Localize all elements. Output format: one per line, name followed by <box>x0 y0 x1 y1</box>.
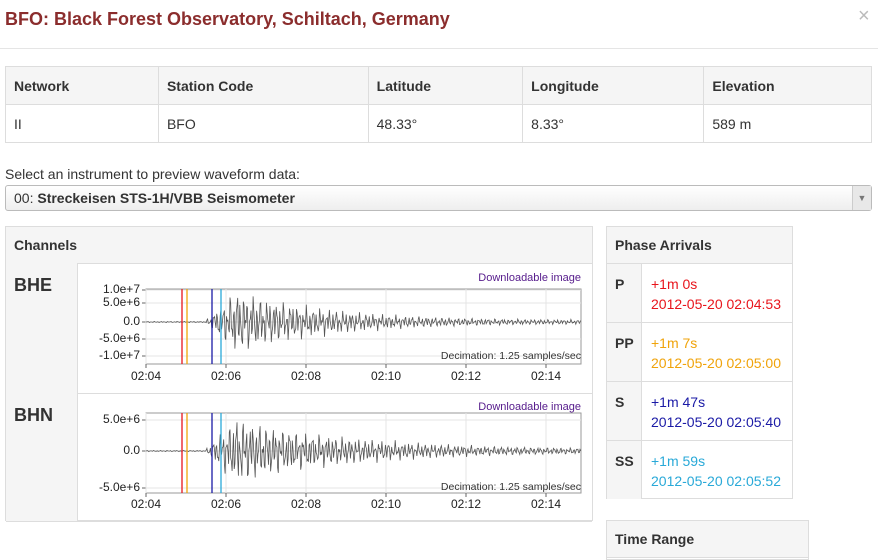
instrument-code: 00: <box>14 190 34 206</box>
x-tick-label: 02:14 <box>531 369 561 383</box>
panel-title: Time Range <box>607 521 808 558</box>
x-tick-label: 02:04 <box>131 369 161 383</box>
channel-row: BHN 5.0e+6 0.0 -5.0e+6 02:04 02:06 02:08 02:10 0… <box>6 393 592 522</box>
phase-row: S +1m 47s 2012-05-20 02:05:40 <box>607 381 792 440</box>
table-cell: 589 m <box>703 104 872 143</box>
instrument-select[interactable]: 00: Streckeisen STS-1H/VBB Seismometer ▼ <box>5 185 872 211</box>
x-tick-label: 02:12 <box>451 497 481 511</box>
table-cell: II <box>5 104 159 143</box>
y-tick-label: 5.0e+6 <box>103 412 140 426</box>
phase-times: +1m 7s 2012-05-20 02:05:00 <box>651 333 781 373</box>
x-tick-label: 02:08 <box>291 369 321 383</box>
table-body: II BFO 48.33° 8.33° 589 m <box>5 104 872 143</box>
column-header: Station Code <box>157 66 369 105</box>
phase-offset: +1m 7s <box>651 335 698 351</box>
decimation-note: Decimation: 1.25 samples/sec <box>441 481 581 493</box>
x-tick-label: 02:14 <box>531 497 561 511</box>
phase-arrivals-panel: Phase Arrivals P +1m 0s 2012-05-20 02:04:5… <box>606 226 793 499</box>
table-cell: 48.33° <box>367 104 524 143</box>
x-tick-label: 02:10 <box>371 369 401 383</box>
x-tick-label: 02:06 <box>211 497 241 511</box>
x-tick-label: 02:06 <box>211 369 241 383</box>
phase-time: 2012-05-20 02:04:53 <box>651 296 781 312</box>
y-tick-label: 1.0e+7 <box>103 282 140 296</box>
y-tick-label: -1.0e+7 <box>99 348 140 362</box>
phase-times: +1m 59s 2012-05-20 02:05:52 <box>651 451 781 491</box>
instrument-name: Streckeisen STS-1H/VBB Seismometer <box>37 190 295 206</box>
download-link[interactable]: Downloadable image <box>478 401 581 413</box>
panel-title: Phase Arrivals <box>607 227 792 264</box>
channel-row: BHE 1.0e+7 5.0e+6 0.0 -5.0e+6 -1.0e+7 02:04 02:… <box>6 263 592 394</box>
decimation-note: Decimation: 1.25 samples/sec <box>441 350 581 362</box>
phase-name: P <box>607 264 642 322</box>
y-tick-label: 0.0 <box>123 314 140 328</box>
channels-panel: Channels BHE 1.0e+7 5.0e+6 0.0 -5.0e+6 -1.0e+… <box>5 226 593 522</box>
x-tick-label: 02:08 <box>291 497 321 511</box>
download-link[interactable]: Downloadable image <box>478 272 581 284</box>
channel-name: BHN <box>6 393 78 521</box>
phase-row: PP +1m 7s 2012-05-20 02:05:00 <box>607 322 792 381</box>
phase-offset: +1m 47s <box>651 394 706 410</box>
table-row: II BFO 48.33° 8.33° 589 m <box>5 104 872 143</box>
y-tick-label: 0.0 <box>123 443 140 457</box>
phase-name: S <box>607 382 642 440</box>
table-cell: BFO <box>157 104 369 143</box>
table-cell: 8.33° <box>522 104 705 143</box>
separator <box>0 48 878 49</box>
waveform <box>146 422 582 478</box>
x-tick-label: 02:12 <box>451 369 481 383</box>
station-table: Network Station Code Latitude Longitude Elev… <box>5 66 872 143</box>
phase-offset: +1m 0s <box>651 276 698 292</box>
y-tick-label: 5.0e+6 <box>103 295 140 309</box>
waveform-plot: 1.0e+75.0e+6 0.0 -5.0e+6 -1.0e+7 02:04 02:06 0… <box>99 272 582 383</box>
waveform-plot: 5.0e+6 0.0 -5.0e+6 02:04 02:06 02:08 02:10 02:1… <box>99 401 582 511</box>
column-header: Network <box>5 66 159 105</box>
select-arrow: ▼ <box>852 186 871 210</box>
phase-times: +1m 0s 2012-05-20 02:04:53 <box>651 274 781 314</box>
channel-name: BHE <box>6 263 78 393</box>
close-button[interactable]: × <box>858 5 870 27</box>
column-header: Elevation <box>703 66 872 105</box>
y-tick-label: -5.0e+6 <box>99 480 140 494</box>
phase-time: 2012-05-20 02:05:40 <box>651 414 781 430</box>
phase-time: 2012-05-20 02:05:00 <box>651 355 781 371</box>
phase-row: SS +1m 59s 2012-05-20 02:05:52 <box>607 440 792 499</box>
panel-title: Channels <box>6 227 592 264</box>
plot-frame <box>145 288 582 365</box>
phase-times: +1m 47s 2012-05-20 02:05:40 <box>651 392 781 432</box>
header-row: Network Station Code Latitude Longitude Elev… <box>5 66 872 105</box>
phase-name: SS <box>607 441 642 499</box>
y-tick-label: -5.0e+6 <box>99 331 140 345</box>
column-header: Longitude <box>522 66 705 105</box>
column-header: Latitude <box>367 66 524 105</box>
phase-offset: +1m 59s <box>651 453 706 469</box>
time-range-panel: Time Range <box>606 520 809 560</box>
x-tick-label: 02:10 <box>371 497 401 511</box>
phase-name: PP <box>607 323 642 381</box>
phase-time: 2012-05-20 02:05:52 <box>651 473 781 489</box>
select-label: Select an instrument to preview waveform… <box>5 166 300 182</box>
x-tick-label: 02:04 <box>131 497 161 511</box>
modal-title: BFO: Black Forest Observatory, Schiltach… <box>5 9 450 29</box>
waveform <box>145 296 582 349</box>
phase-row: P +1m 0s 2012-05-20 02:04:53 <box>607 263 792 322</box>
